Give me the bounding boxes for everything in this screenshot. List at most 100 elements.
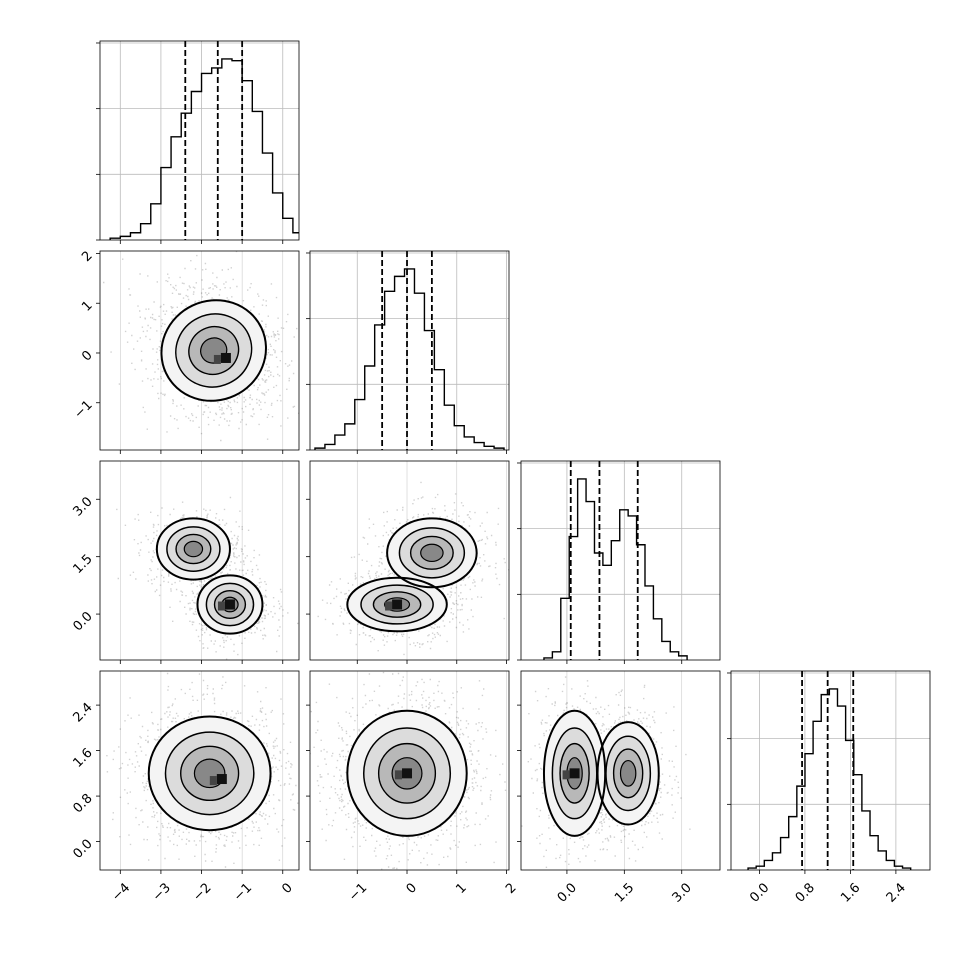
contour-line [362,727,452,820]
y-tick-label: 3.0 [70,494,95,519]
contour-line [180,745,240,802]
contour-line [398,527,466,579]
histogram-step [314,268,505,450]
x-tick-label: 0.0 [747,880,772,905]
contour-line [346,709,468,837]
scatter-panel-3-0 [96,670,300,874]
y-tick-label: 1 [79,298,95,314]
axes-frame [99,670,300,871]
x-tick-label: 2.4 [884,880,909,905]
contour-line [542,709,607,837]
density-peak [392,599,403,610]
panel-content [310,671,507,870]
y-tick-label: 0.8 [70,791,95,816]
panel-content [116,461,299,660]
scatter-panel-1-0 [96,250,300,454]
x-tick-label: 0.0 [555,880,580,905]
axes-frame [520,670,721,871]
x-tick-label: −3 [150,880,174,904]
x-tick-label: −4 [109,880,133,904]
x-tick-label: −1 [231,880,255,904]
x-tick-label: 2 [503,880,519,896]
density-peak [220,352,231,363]
scatter-panel-2-1 [306,460,510,664]
contour-line [551,727,598,820]
x-tick-label: −1 [346,880,370,904]
axes-frame [520,460,721,661]
density-peak [569,768,580,779]
y-tick-label: 1.5 [70,552,95,577]
x-tick-label: 1.5 [612,880,637,905]
contour-line [164,731,255,816]
x-tick-label: 1.6 [838,880,863,905]
contour-line [605,735,652,812]
y-tick-label: 1.6 [70,746,95,771]
scatter-panel-3-2 [517,670,721,874]
contour-line [377,742,437,804]
axes-frame [730,670,931,871]
density-cell [217,601,225,611]
axes-frame [309,250,510,451]
x-tick-label: 0.8 [793,880,818,905]
histogram-step [747,688,912,870]
axes-frame [99,460,300,661]
density-cell [395,770,403,780]
panel-content [317,461,509,660]
contour-line [205,582,255,627]
y-tick-label: 2 [79,249,95,265]
density-peak [402,768,413,779]
contour-line [160,299,267,402]
axes-frame [309,460,510,661]
y-tick-label: 2.4 [70,700,95,725]
axes-frame [99,40,300,241]
hist-panel-1 [306,250,510,454]
x-tick-label: 1 [453,880,469,896]
contour-line [188,325,240,376]
density-cell [209,776,217,786]
scatter-panel-2-0 [96,460,300,664]
histogram-step [543,478,688,660]
contour-line [559,742,590,804]
x-tick-label: −2 [190,880,214,904]
contour-line [175,533,212,565]
contour-line [166,526,221,572]
density-cell [562,770,570,780]
contour-line [619,759,637,787]
contour-line [409,535,454,570]
y-tick-label: 0.0 [70,609,95,634]
density-peak [224,599,235,610]
panel-content [521,671,691,870]
contour-line [193,758,226,789]
density-fill [620,760,636,787]
density-cell [213,354,221,364]
contour-line [360,584,434,625]
contour-line [175,313,253,388]
panel-content [106,671,299,870]
contour-line [420,543,444,563]
density-peak [216,774,227,785]
density-fill [184,541,203,557]
y-tick-label: 0.0 [70,837,95,862]
y-tick-label: −1 [71,398,95,422]
histogram-step [109,58,299,240]
x-tick-label: 0 [404,880,420,896]
axes-frame [309,670,510,871]
density-fill [420,544,444,562]
contour-line [386,517,478,589]
x-tick-label: 3.0 [670,880,695,905]
y-tick-label: 0 [79,348,95,364]
contour-line [596,721,660,826]
contour-line [196,574,264,635]
contour-line [391,757,423,790]
panel-content [103,251,299,450]
hist-panel-2 [517,460,721,664]
contour-line [147,715,272,832]
contour-line [612,748,644,799]
contour-line [155,517,231,581]
contour-line [372,591,422,618]
hist-panel-0 [96,40,300,244]
axes-frame [99,250,300,451]
scatter-panel-3-1 [306,670,510,874]
hist-panel-3 [727,670,931,874]
